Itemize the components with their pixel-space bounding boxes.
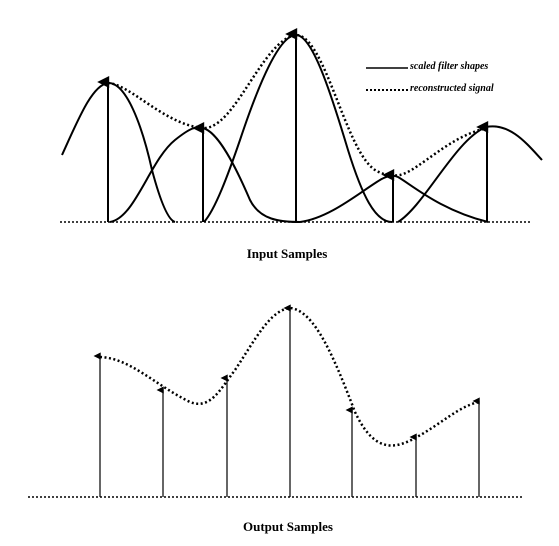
filter-shape-2: [109, 126, 301, 223]
input-samples-panel: scaled filter shapes reconstructed signa…: [60, 28, 543, 261]
output-samples-panel: Output Samples: [28, 304, 522, 534]
top-reconstructed-signal: [107, 33, 489, 177]
legend-dotted-label: reconstructed signal: [410, 83, 494, 94]
input-samples-caption: Input Samples: [247, 246, 328, 261]
filter-shape-1: [61, 81, 176, 223]
legend: scaled filter shapes reconstructed signa…: [366, 61, 494, 94]
output-samples-caption: Output Samples: [243, 519, 333, 534]
legend-solid-label: scaled filter shapes: [409, 61, 488, 72]
filter-shape-3: [203, 33, 393, 223]
filter-shape-5: [397, 125, 543, 223]
